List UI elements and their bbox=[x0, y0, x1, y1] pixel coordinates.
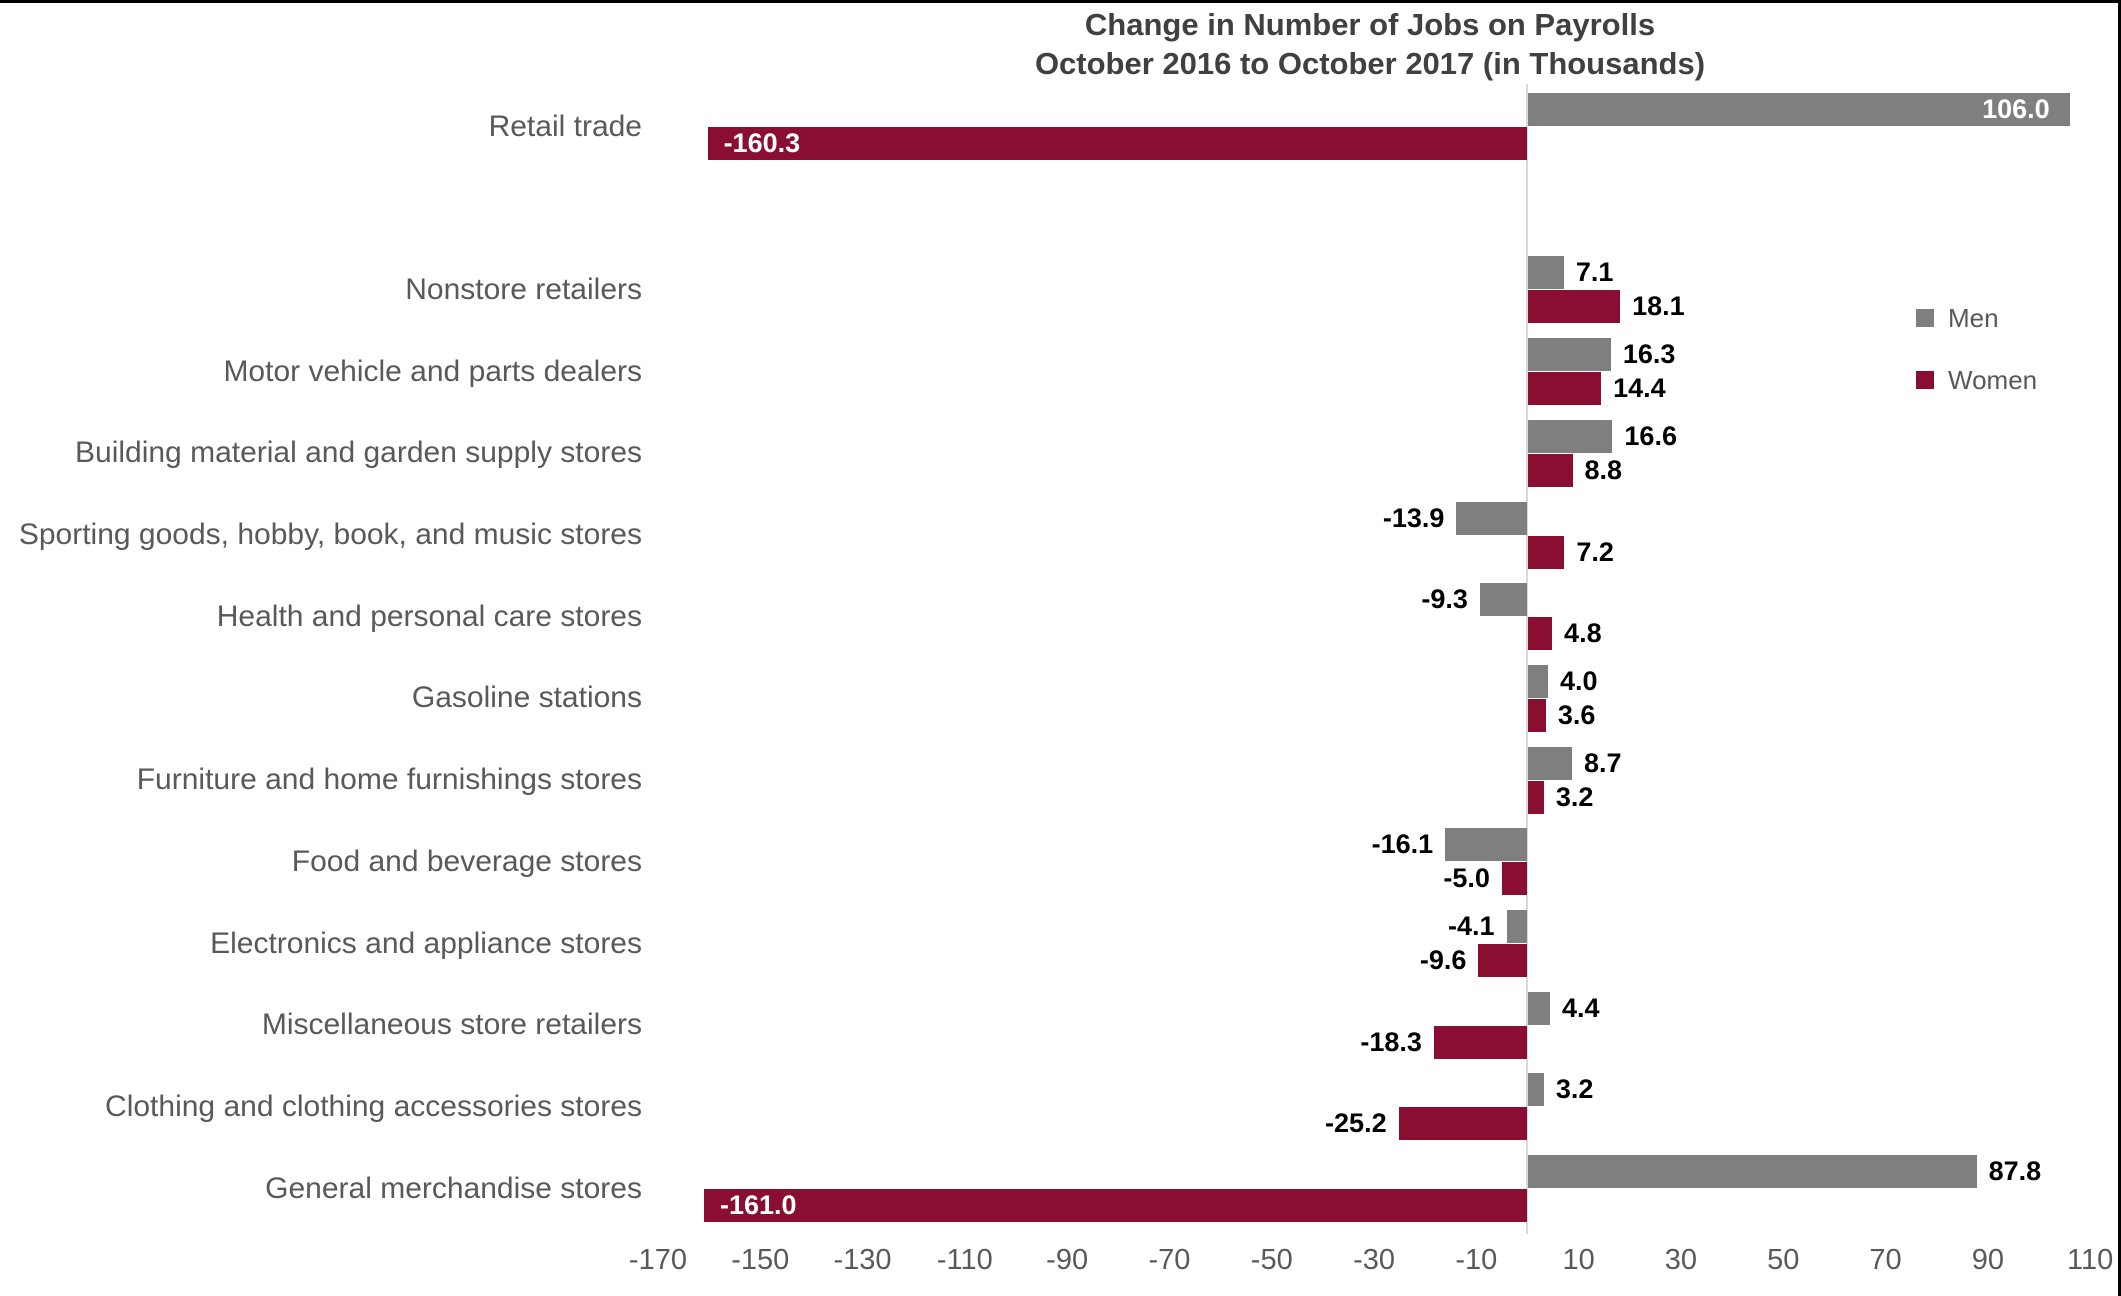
x-tick-label: 110 bbox=[2067, 1244, 2114, 1276]
women-bar bbox=[1478, 944, 1528, 977]
category-label: Miscellaneous store retailers bbox=[261, 1008, 642, 1042]
legend-swatch-women bbox=[1916, 371, 1934, 389]
women-bar bbox=[1527, 372, 1602, 406]
screenshot-top-border bbox=[0, 0, 2121, 3]
men-value-label: -9.3 bbox=[1421, 584, 1468, 615]
legend-item-men: Men bbox=[1916, 302, 2037, 333]
men-bar bbox=[1527, 746, 1572, 780]
men-value-label: 106.0 bbox=[1982, 94, 2050, 124]
women-bar bbox=[1398, 1107, 1528, 1141]
women-value-label: -9.6 bbox=[1419, 945, 1467, 975]
men-value-label: 16.3 bbox=[1622, 339, 1676, 370]
x-tick-label: 50 bbox=[1767, 1244, 1800, 1276]
men-value-label: 4.0 bbox=[1559, 665, 1598, 696]
men-value-label: 3.2 bbox=[1555, 1074, 1594, 1105]
women-bar bbox=[1527, 780, 1544, 814]
men-value-label: 4.4 bbox=[1562, 992, 1600, 1023]
chart-title-line1: Change in Number of Jobs on Payrolls bbox=[1084, 7, 1656, 42]
x-tick-label: 90 bbox=[1971, 1244, 2004, 1276]
x-tick-label: 70 bbox=[1869, 1244, 1902, 1276]
legend: Men Women bbox=[1916, 302, 2038, 429]
legend-swatch-men bbox=[1916, 309, 1934, 327]
women-value-label: 3.2 bbox=[1555, 781, 1594, 812]
women-bar bbox=[1527, 453, 1573, 487]
category-label: Electronics and appliance stores bbox=[210, 926, 642, 960]
women-value-label: -161.0 bbox=[719, 1190, 797, 1221]
women-value-label: 4.8 bbox=[1564, 618, 1602, 649]
x-tick-label: 30 bbox=[1664, 1244, 1698, 1276]
women-bar bbox=[1433, 1025, 1528, 1059]
men-value-label: -16.1 bbox=[1371, 829, 1434, 860]
women-bar bbox=[1527, 617, 1553, 651]
women-value-label: 18.1 bbox=[1632, 291, 1685, 322]
category-label: General merchandise stores bbox=[265, 1171, 642, 1205]
category-label: Food and beverage stores bbox=[291, 844, 642, 878]
men-value-label: 8.7 bbox=[1584, 747, 1622, 778]
women-bar bbox=[1527, 535, 1565, 569]
men-value-label: 87.8 bbox=[1988, 1156, 2042, 1187]
women-value-label: 7.2 bbox=[1576, 536, 1614, 567]
x-tick-label: -150 bbox=[731, 1244, 790, 1276]
category-label: Sporting goods, hobby, book, and music s… bbox=[18, 518, 642, 551]
x-tick-label: -70 bbox=[1148, 1244, 1191, 1276]
women-bar bbox=[707, 127, 1528, 160]
x-tick-label: -130 bbox=[833, 1244, 892, 1276]
men-bar bbox=[1506, 910, 1528, 943]
men-bar bbox=[1527, 419, 1613, 453]
men-bar bbox=[1527, 1073, 1544, 1107]
men-value-label: -4.1 bbox=[1447, 911, 1495, 941]
legend-item-women: Women bbox=[1916, 364, 2038, 395]
x-tick-label: -50 bbox=[1250, 1244, 1293, 1276]
women-value-label: -160.3 bbox=[723, 128, 801, 158]
women-bar bbox=[703, 1189, 1528, 1223]
women-value-label: -18.3 bbox=[1360, 1026, 1422, 1057]
men-bar bbox=[1445, 828, 1528, 862]
screenshot-right-border bbox=[2118, 0, 2121, 1296]
chart-title: Change in Number of Jobs on Payrolls Oct… bbox=[650, 5, 2090, 83]
men-value-label: 16.6 bbox=[1624, 420, 1677, 451]
men-bar bbox=[1527, 1155, 1977, 1189]
x-tick-label: -110 bbox=[936, 1244, 993, 1276]
women-value-label: 14.4 bbox=[1613, 373, 1666, 404]
women-bar bbox=[1527, 290, 1621, 324]
men-bar bbox=[1527, 256, 1564, 290]
category-label: Motor vehicle and parts dealers bbox=[223, 354, 642, 388]
category-label: Gasoline stations bbox=[411, 681, 642, 715]
x-tick-label: -30 bbox=[1353, 1244, 1395, 1276]
women-value-label: 3.6 bbox=[1557, 699, 1596, 730]
men-bar bbox=[1479, 583, 1528, 617]
men-bar bbox=[1456, 501, 1528, 535]
women-bar bbox=[1527, 698, 1546, 732]
women-value-label: -5.0 bbox=[1443, 863, 1490, 894]
legend-label-men: Men bbox=[1948, 302, 1999, 333]
x-tick-label: 10 bbox=[1562, 1244, 1595, 1276]
legend-label-women: Women bbox=[1948, 364, 2038, 395]
x-tick-label: -10 bbox=[1455, 1244, 1498, 1276]
chart-title-line2: October 2016 to October 2017 (in Thousan… bbox=[1034, 46, 1706, 81]
men-bar bbox=[1527, 338, 1611, 372]
category-label: Health and personal care stores bbox=[216, 599, 642, 633]
zero-gridline bbox=[1526, 84, 1528, 1234]
women-bar bbox=[1501, 862, 1528, 896]
men-value-label: 7.1 bbox=[1575, 257, 1614, 288]
women-value-label: 8.8 bbox=[1584, 454, 1623, 485]
category-label: Clothing and clothing accessories stores bbox=[105, 1089, 642, 1123]
x-tick-label: -90 bbox=[1046, 1244, 1089, 1276]
men-value-label: -13.9 bbox=[1382, 502, 1445, 533]
women-value-label: -25.2 bbox=[1325, 1108, 1387, 1139]
men-bar bbox=[1527, 991, 1550, 1025]
category-label: Nonstore retailers bbox=[405, 272, 642, 306]
category-label: Furniture and home furnishings stores bbox=[136, 763, 642, 797]
men-bar bbox=[1527, 664, 1548, 698]
x-tick-label: -170 bbox=[628, 1244, 687, 1276]
category-label: Retail trade bbox=[488, 109, 642, 143]
category-label: Building material and garden supply stor… bbox=[75, 436, 642, 470]
men-bar bbox=[1527, 93, 2070, 126]
